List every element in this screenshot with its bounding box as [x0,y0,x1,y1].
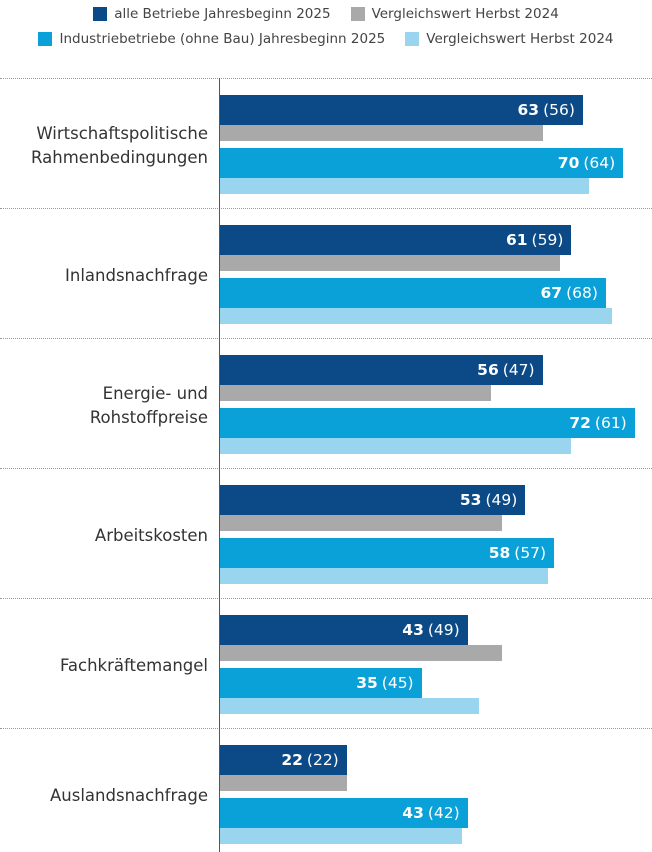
data-label: 61 (59) [506,225,563,255]
legend-item: Industriebetriebe (ohne Bau) Jahresbegin… [38,31,385,47]
data-label: 58 (57) [489,538,546,568]
value: 67 [540,284,563,302]
bar [220,278,606,308]
category-label: Fachkräftemangel [59,656,208,675]
bar [220,255,560,271]
legend-row: alle Betriebe Jahresbeginn 2025 Vergleich… [0,6,652,22]
comparison-value: (59) [531,231,564,249]
comparison-value: (42) [427,804,460,822]
comparison-value: (56) [543,101,575,119]
category-label: Arbeitskosten [94,526,208,545]
comparison-value: (61) [594,414,627,432]
bar [220,775,347,791]
comparison-value: (49) [427,621,460,639]
bar [220,698,480,714]
bar [220,645,503,661]
value: 53 [459,491,482,509]
bar [220,148,624,178]
comparison-value: (68) [566,284,598,302]
legend-swatch [350,7,365,21]
data-label: 56 (47) [477,355,534,385]
value: 61 [505,231,528,249]
bar [220,385,491,401]
bar [220,668,422,698]
value: 70 [557,154,580,172]
legend-item: Vergleichswert Herbst 2024 [350,6,559,22]
comparison-value: (49) [485,491,518,509]
bar [220,568,549,584]
category-label: Auslandsnachfrage [50,786,208,805]
category-label: Inlandsnachfrage [65,266,208,285]
value: 72 [569,414,591,432]
bar [220,515,503,531]
value: 22 [281,751,303,769]
bar [220,178,589,194]
value: 43 [402,621,424,639]
bar [220,125,543,141]
divider [0,598,652,599]
data-label: 43 (49) [402,615,459,645]
data-label: 53 (49) [460,485,517,515]
bar [220,95,583,125]
value: 63 [517,101,540,119]
bar [220,355,543,385]
comparison-value: (45) [381,674,414,692]
data-label: 67 (68) [541,278,598,308]
divider [0,208,652,209]
divider [0,78,652,79]
value: 58 [488,544,511,562]
bar [220,485,526,515]
legend-label: Vergleichswert Herbst 2024 [371,6,559,22]
bar [220,745,347,775]
divider [0,338,652,339]
value: 56 [477,361,499,379]
bar [220,538,555,568]
comparison-value: (64) [583,154,616,172]
comparison-value: (47) [502,361,535,379]
legend-row: Industriebetriebe (ohne Bau) Jahresbegin… [0,31,652,47]
bar [220,308,612,324]
data-label: 70 (64) [558,148,615,178]
data-label: 22 (22) [281,745,338,775]
divider [0,728,652,729]
axis-line [219,78,220,852]
legend-label: Industriebetriebe (ohne Bau) Jahresbegin… [59,31,386,47]
data-label: 72 (61) [569,408,626,438]
legend-item: Vergleichswert Herbst 2024 [405,31,614,47]
bar [220,798,468,828]
category-label: Wirtschaftspolitische Rahmenbedingungen [31,124,208,167]
comparison-value: (57) [514,544,547,562]
comparison-value: (22) [306,751,339,769]
legend-label: alle Betriebe Jahresbeginn 2025 [114,6,331,22]
data-label: 35 (45) [356,668,413,698]
legend-item: alle Betriebe Jahresbeginn 2025 [93,6,331,22]
legend-swatch [93,7,108,21]
legend-swatch [405,32,420,46]
bar [220,438,572,454]
value: 35 [356,674,378,692]
bar [220,828,462,844]
bar [220,408,635,438]
bar [220,225,572,255]
value: 43 [402,804,424,822]
divider [0,468,652,469]
data-label: 63 (56) [517,95,574,125]
category-label: Energie- und Rohstoffpreise [89,384,208,427]
legend-label: Vergleichswert Herbst 2024 [426,31,614,47]
bar [220,615,468,645]
data-label: 43 (42) [402,798,459,828]
legend-swatch [38,32,53,46]
